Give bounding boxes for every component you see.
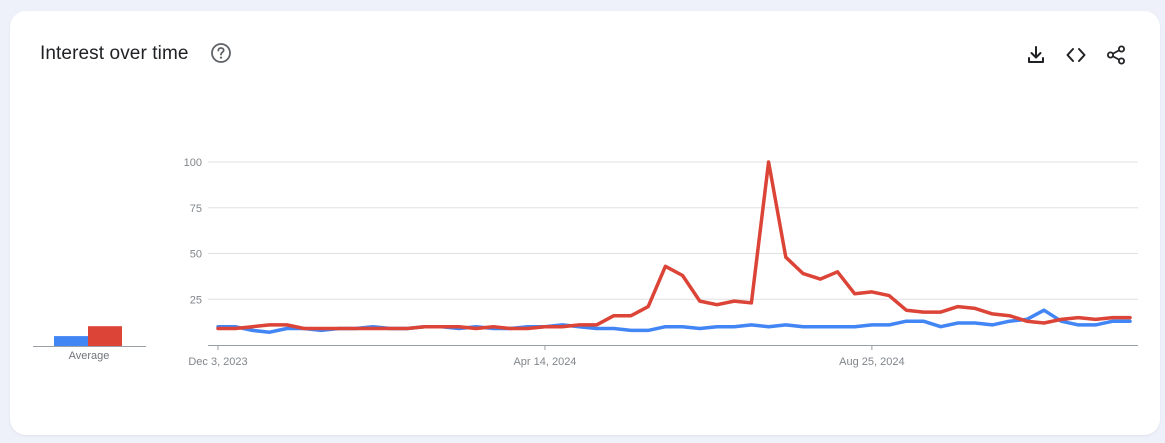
y-tick-label: 100 xyxy=(184,157,202,169)
average-label: Average xyxy=(68,350,110,362)
average-bars xyxy=(33,326,146,347)
interest-over-time-card: Interest over time Average 100 75 50 25 Dec … xyxy=(10,11,1160,435)
y-tick-label: 25 xyxy=(190,294,202,306)
card-title: Interest over time xyxy=(40,43,189,64)
y-tick-label: 50 xyxy=(190,249,202,261)
share-icon[interactable] xyxy=(1104,43,1128,67)
download-icon[interactable] xyxy=(1024,43,1048,67)
x-tick-label: Dec 3, 2023 xyxy=(188,356,247,368)
average-bar xyxy=(88,326,122,346)
embed-code-icon[interactable] xyxy=(1064,43,1088,67)
series-line-2[interactable] xyxy=(216,160,1132,331)
help-icon[interactable] xyxy=(210,42,232,64)
x-tick-label: Aug 25, 2024 xyxy=(839,356,904,368)
y-tick-label: 75 xyxy=(190,203,202,215)
average-bar xyxy=(54,336,88,346)
x-tick-label: Apr 14, 2024 xyxy=(513,356,576,368)
interest-line-chart: 100 75 50 25 Dec 3, 2023 Apr 14, 2024 Aug 25, … xyxy=(184,157,1138,368)
